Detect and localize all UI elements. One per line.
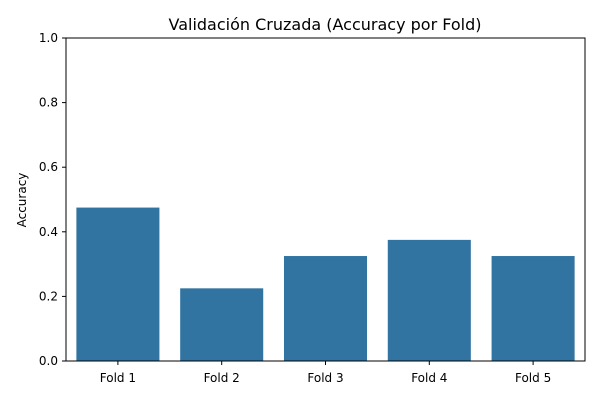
bar-2 <box>180 288 264 361</box>
plot-frame <box>65 37 586 362</box>
x-tick-label: Fold 4 <box>411 371 447 385</box>
y-axis-label: Accuracy <box>15 173 29 228</box>
x-tick-label: Fold 5 <box>515 371 551 385</box>
y-tick-label: 0.4 <box>39 225 58 239</box>
bar-5 <box>491 256 575 361</box>
x-tick-label: Fold 1 <box>100 371 136 385</box>
y-tick-label: 0.0 <box>39 354 58 368</box>
y-tick-label: 0.6 <box>39 160 58 174</box>
chart-title: Validación Cruzada (Accuracy por Fold) <box>168 15 481 34</box>
bar-4 <box>387 239 471 361</box>
bar-1 <box>76 207 160 361</box>
x-ticks-group: Fold 1 Fold 2 Fold 3 Fold 4 Fold 5 <box>100 361 551 385</box>
x-tick-label: Fold 2 <box>204 371 240 385</box>
y-tick-label: 0.8 <box>39 96 58 110</box>
x-tick-label: Fold 3 <box>307 371 343 385</box>
bars-group <box>76 207 575 361</box>
bar-3 <box>283 256 368 361</box>
y-tick-label: 1.0 <box>39 31 58 45</box>
y-tick-label: 0.2 <box>39 289 58 303</box>
y-ticks-group: 0.0 0.2 0.4 0.6 0.8 1.0 <box>39 31 66 368</box>
